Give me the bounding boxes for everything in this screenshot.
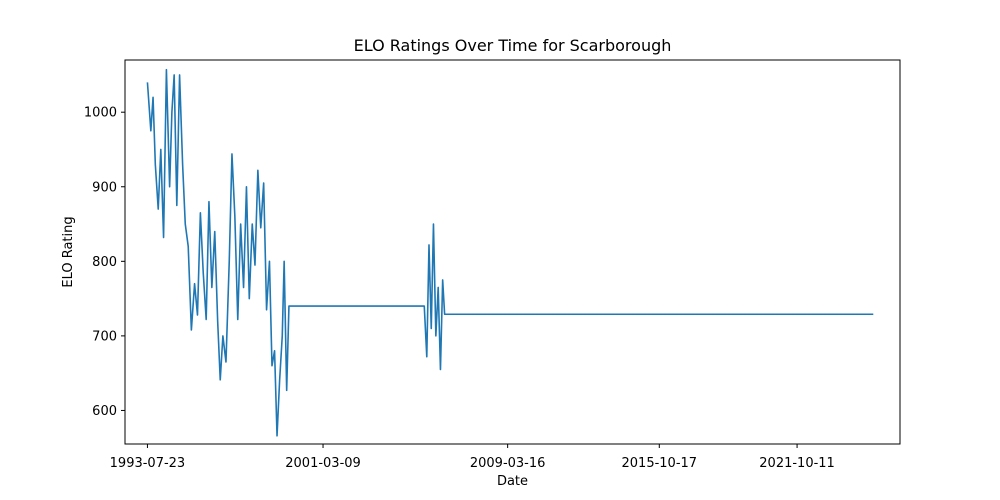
y-tick-label: 700 (92, 329, 117, 344)
chart-title: ELO Ratings Over Time for Scarborough (354, 36, 672, 55)
plot-area (146, 68, 874, 437)
y-tick-label: 800 (92, 255, 117, 270)
x-tick-label: 2015-10-17 (622, 456, 698, 471)
series-line-0 (146, 68, 874, 437)
y-axis-label: ELO Rating (61, 216, 76, 287)
y-tick-label: 1000 (84, 106, 117, 121)
x-tick-label: 1993-07-23 (110, 456, 186, 471)
y-tick-label: 600 (92, 404, 117, 419)
y-axis: 600 700 800 900 1000 (84, 106, 125, 419)
y-tick-label: 900 (92, 180, 117, 195)
x-tick-label: 2001-03-09 (285, 456, 361, 471)
x-axis: 1993-07-23 2001-03-09 2009-03-16 2015-10-17… (110, 444, 835, 471)
x-tick-label: 2009-03-16 (470, 456, 546, 471)
axes-frame (124, 59, 901, 445)
x-axis-label: Date (497, 474, 528, 489)
x-tick-label: 2021-10-11 (759, 456, 835, 471)
